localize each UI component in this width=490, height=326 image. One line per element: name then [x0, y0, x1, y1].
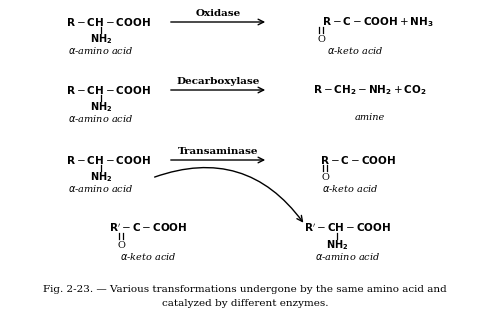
- Text: catalyzed by different enzymes.: catalyzed by different enzymes.: [162, 300, 328, 308]
- Text: Oxidase: Oxidase: [196, 9, 241, 19]
- Text: amine: amine: [355, 113, 385, 123]
- Text: O: O: [321, 172, 329, 182]
- Text: $\mathbf{R'}-\mathbf{C}-\mathbf{COOH}$: $\mathbf{R'}-\mathbf{C}-\mathbf{COOH}$: [109, 222, 187, 234]
- Text: O: O: [317, 35, 325, 43]
- Text: $\alpha$-amino acid: $\alpha$-amino acid: [68, 45, 134, 55]
- Text: $\mathbf{R}-\mathbf{C}-\mathbf{COOH}+\mathbf{NH_3}$: $\mathbf{R}-\mathbf{C}-\mathbf{COOH}+\ma…: [322, 15, 434, 29]
- Text: $\alpha$-amino acid: $\alpha$-amino acid: [315, 250, 381, 261]
- Text: $\alpha$-amino acid: $\alpha$-amino acid: [68, 183, 134, 194]
- Text: $\alpha$-amino acid: $\alpha$-amino acid: [68, 112, 134, 124]
- Text: O: O: [117, 241, 125, 249]
- Text: $\alpha$-keto acid: $\alpha$-keto acid: [120, 250, 176, 261]
- Text: $\mathbf{R'}-\mathbf{CH}-\mathbf{COOH}$: $\mathbf{R'}-\mathbf{CH}-\mathbf{COOH}$: [304, 222, 392, 234]
- Text: $\mathbf{NH_2}$: $\mathbf{NH_2}$: [90, 100, 112, 114]
- Text: $\alpha$-keto acid: $\alpha$-keto acid: [322, 183, 378, 194]
- Text: $\mathbf{NH_2}$: $\mathbf{NH_2}$: [90, 170, 112, 184]
- Text: Transaminase: Transaminase: [178, 147, 258, 156]
- Text: $\mathbf{NH_2}$: $\mathbf{NH_2}$: [90, 32, 112, 46]
- Text: $\mathbf{R}-\mathbf{CH}-\mathbf{COOH}$: $\mathbf{R}-\mathbf{CH}-\mathbf{COOH}$: [66, 84, 150, 96]
- Text: $\mathbf{NH_2}$: $\mathbf{NH_2}$: [326, 238, 348, 252]
- Text: $\mathbf{R}-\mathbf{CH_2}-\mathbf{NH_2}+\mathbf{CO_2}$: $\mathbf{R}-\mathbf{CH_2}-\mathbf{NH_2}+…: [313, 83, 427, 97]
- Text: Decarboxylase: Decarboxylase: [176, 78, 260, 86]
- Text: Fig. 2-23. — Various transformations undergone by the same amino acid and: Fig. 2-23. — Various transformations und…: [43, 286, 447, 294]
- Text: $\mathbf{R}-\mathbf{CH}-\mathbf{COOH}$: $\mathbf{R}-\mathbf{CH}-\mathbf{COOH}$: [66, 16, 150, 28]
- Text: $\mathbf{R}-\mathbf{CH}-\mathbf{COOH}$: $\mathbf{R}-\mathbf{CH}-\mathbf{COOH}$: [66, 154, 150, 166]
- Text: $\alpha$-keto acid: $\alpha$-keto acid: [327, 45, 383, 55]
- FancyArrowPatch shape: [155, 168, 302, 221]
- Text: $\mathbf{R}-\mathbf{C}-\mathbf{COOH}$: $\mathbf{R}-\mathbf{C}-\mathbf{COOH}$: [320, 154, 396, 166]
